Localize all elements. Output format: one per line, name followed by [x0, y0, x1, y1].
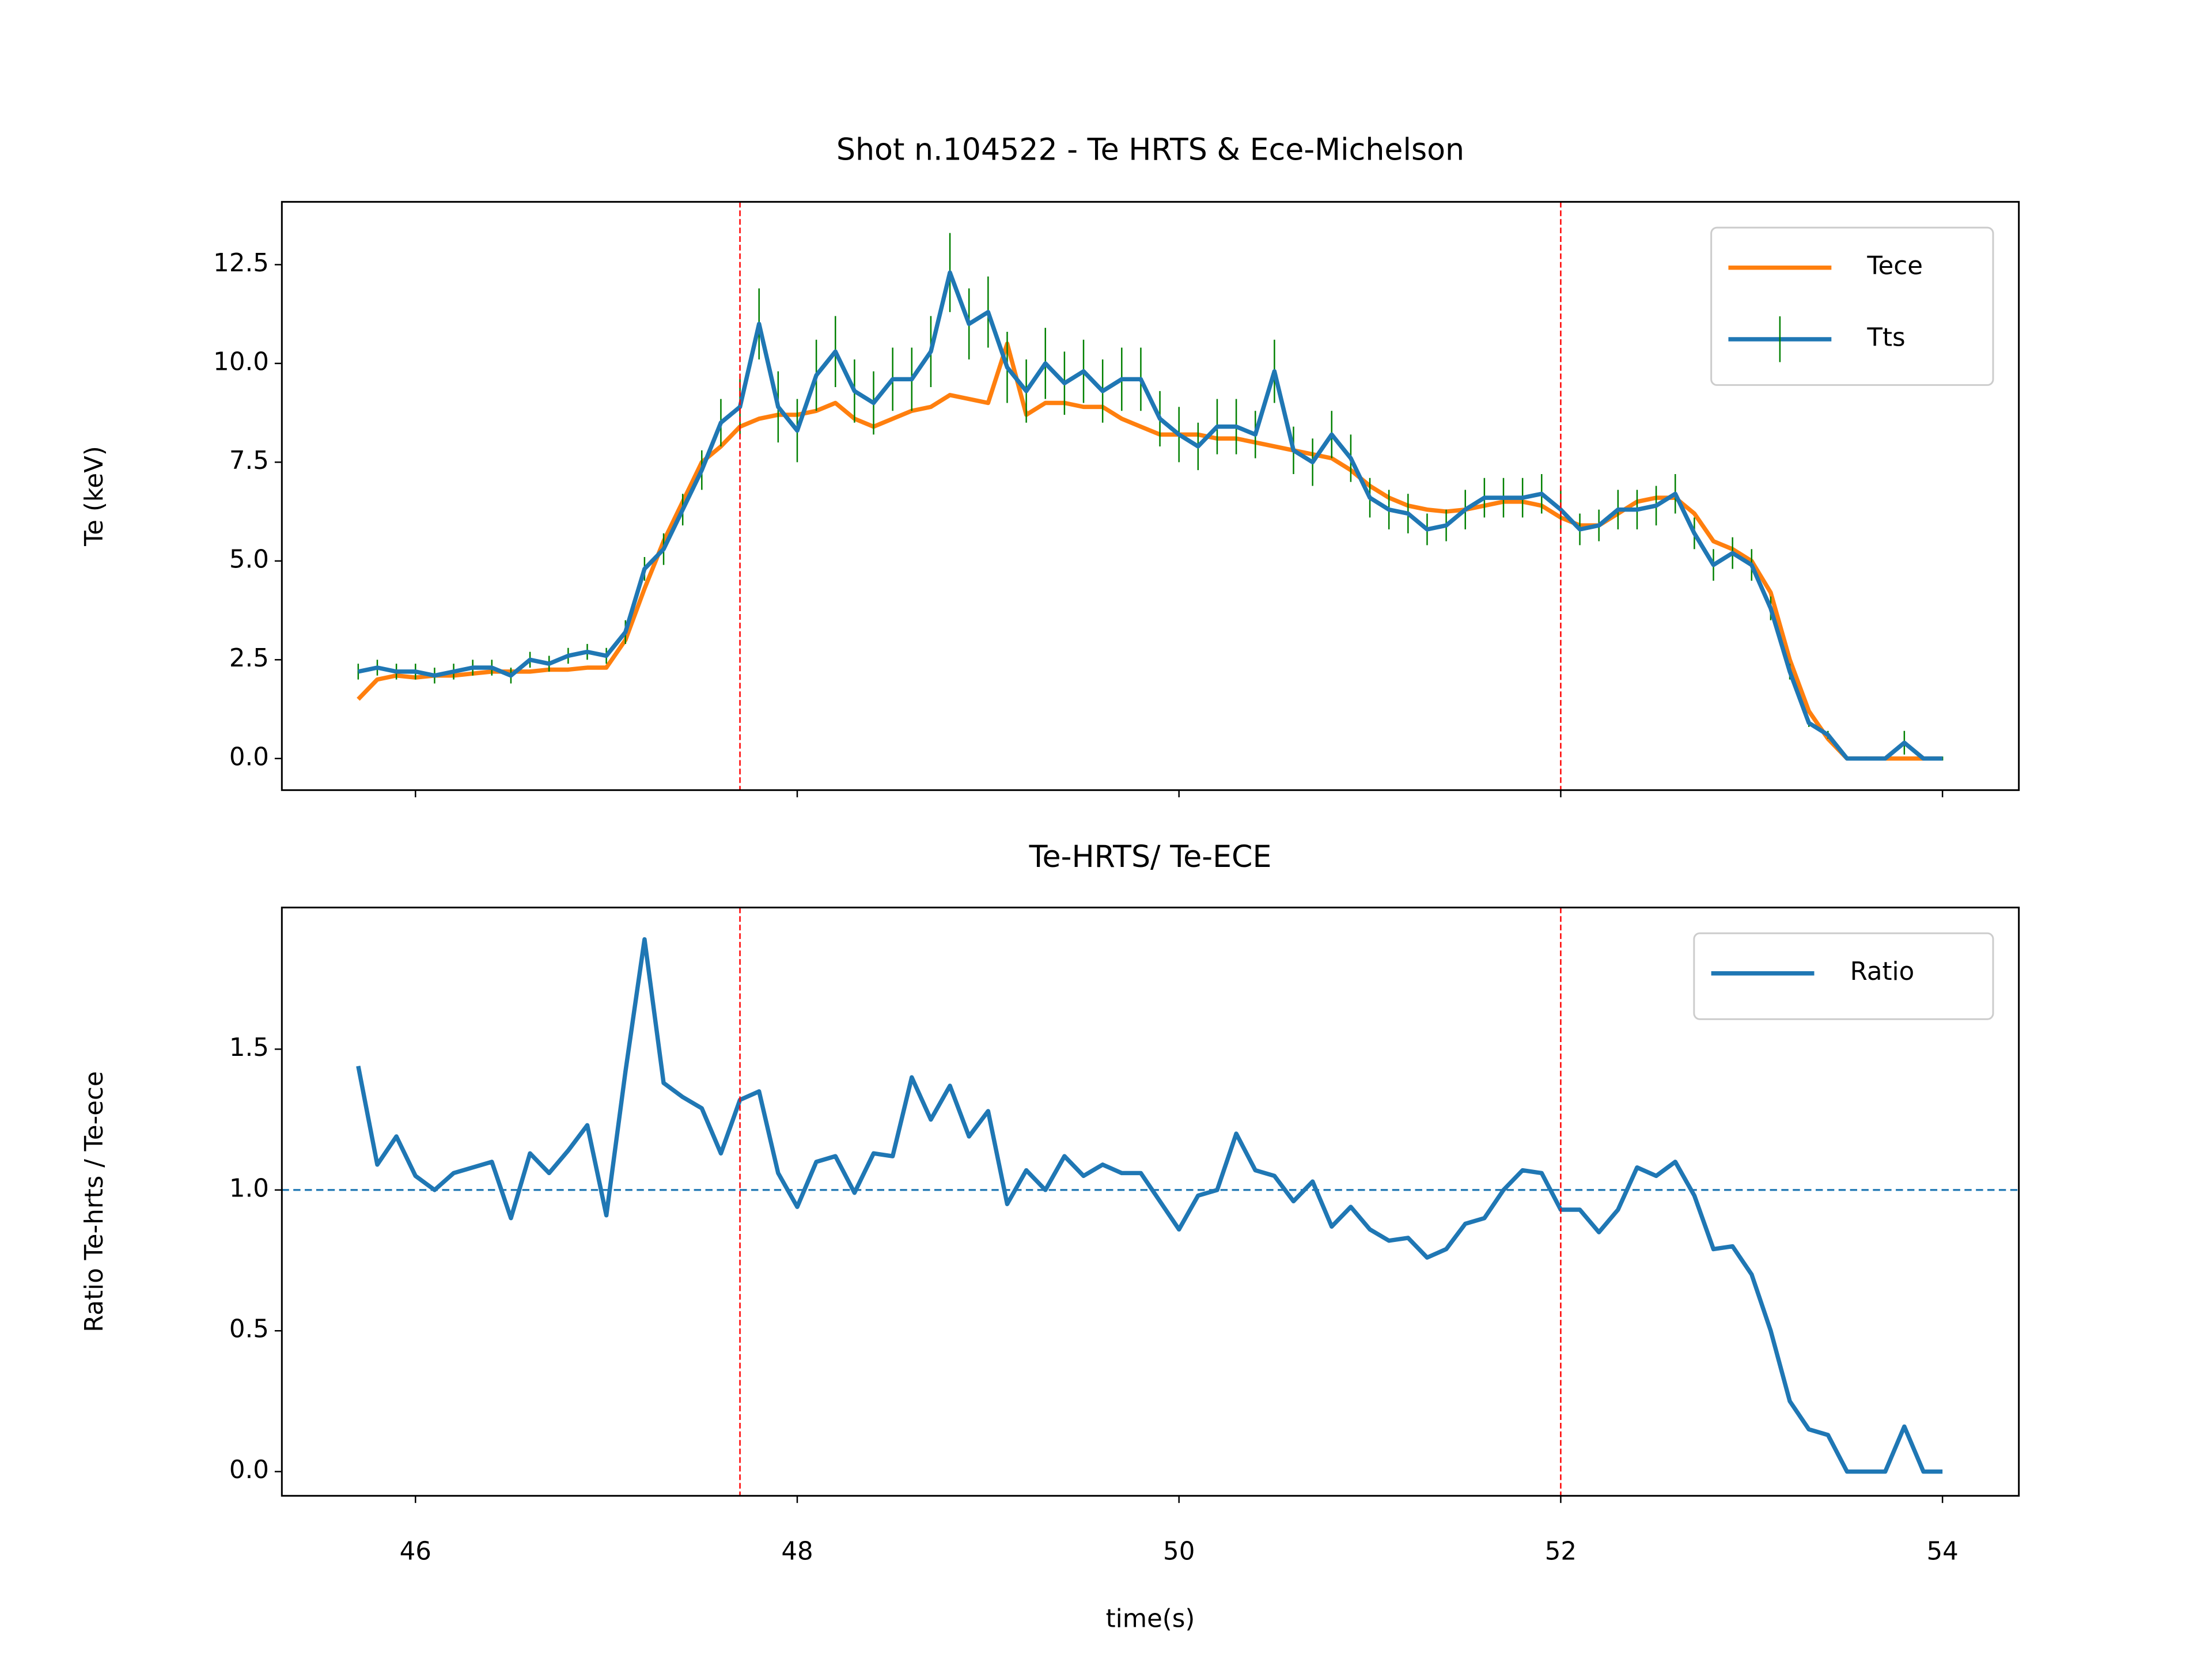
- legend-label: Ratio: [1850, 957, 1915, 986]
- y-tick-label: 10.0: [213, 347, 269, 376]
- legend-label: Tece: [1866, 252, 1923, 281]
- legend-box: [1710, 226, 1994, 386]
- x-tick-label: 54: [1926, 1537, 1958, 1566]
- y-tick-label: 1.5: [229, 1033, 269, 1062]
- plot-frame: [281, 906, 2020, 1497]
- chart-title: Te-HRTS/ Te-ECE: [1029, 840, 1272, 874]
- series-line: [358, 270, 1943, 761]
- plot-frame: [281, 200, 2020, 791]
- x-axis-label: time(s): [1106, 1604, 1195, 1633]
- y-tick-label: 5.0: [229, 545, 269, 574]
- x-tick-label: 48: [781, 1537, 813, 1566]
- y-axis-label: Te (keV): [80, 446, 109, 547]
- y-tick-label: 0.0: [229, 743, 269, 771]
- y-tick-label: 2.5: [229, 644, 269, 673]
- y-tick-label: 7.5: [229, 446, 269, 475]
- y-tick-label: 0.0: [229, 1456, 269, 1484]
- series-line: [356, 937, 1943, 1474]
- legend-label: Tts: [1866, 323, 1905, 352]
- x-tick-label: 52: [1545, 1537, 1577, 1566]
- y-tick-label: 12.5: [213, 249, 269, 278]
- x-tick-label: 50: [1163, 1537, 1195, 1566]
- chart-title: Shot n.104522 - Te HRTS & Ece-Michelson: [836, 132, 1464, 167]
- legend-box: [1693, 932, 1994, 1020]
- y-tick-label: 1.0: [229, 1174, 269, 1203]
- y-tick-label: 0.5: [229, 1315, 269, 1344]
- y-axis-label: Ratio Te-hrts / Te-ece: [80, 1071, 109, 1332]
- x-tick-label: 46: [400, 1537, 431, 1566]
